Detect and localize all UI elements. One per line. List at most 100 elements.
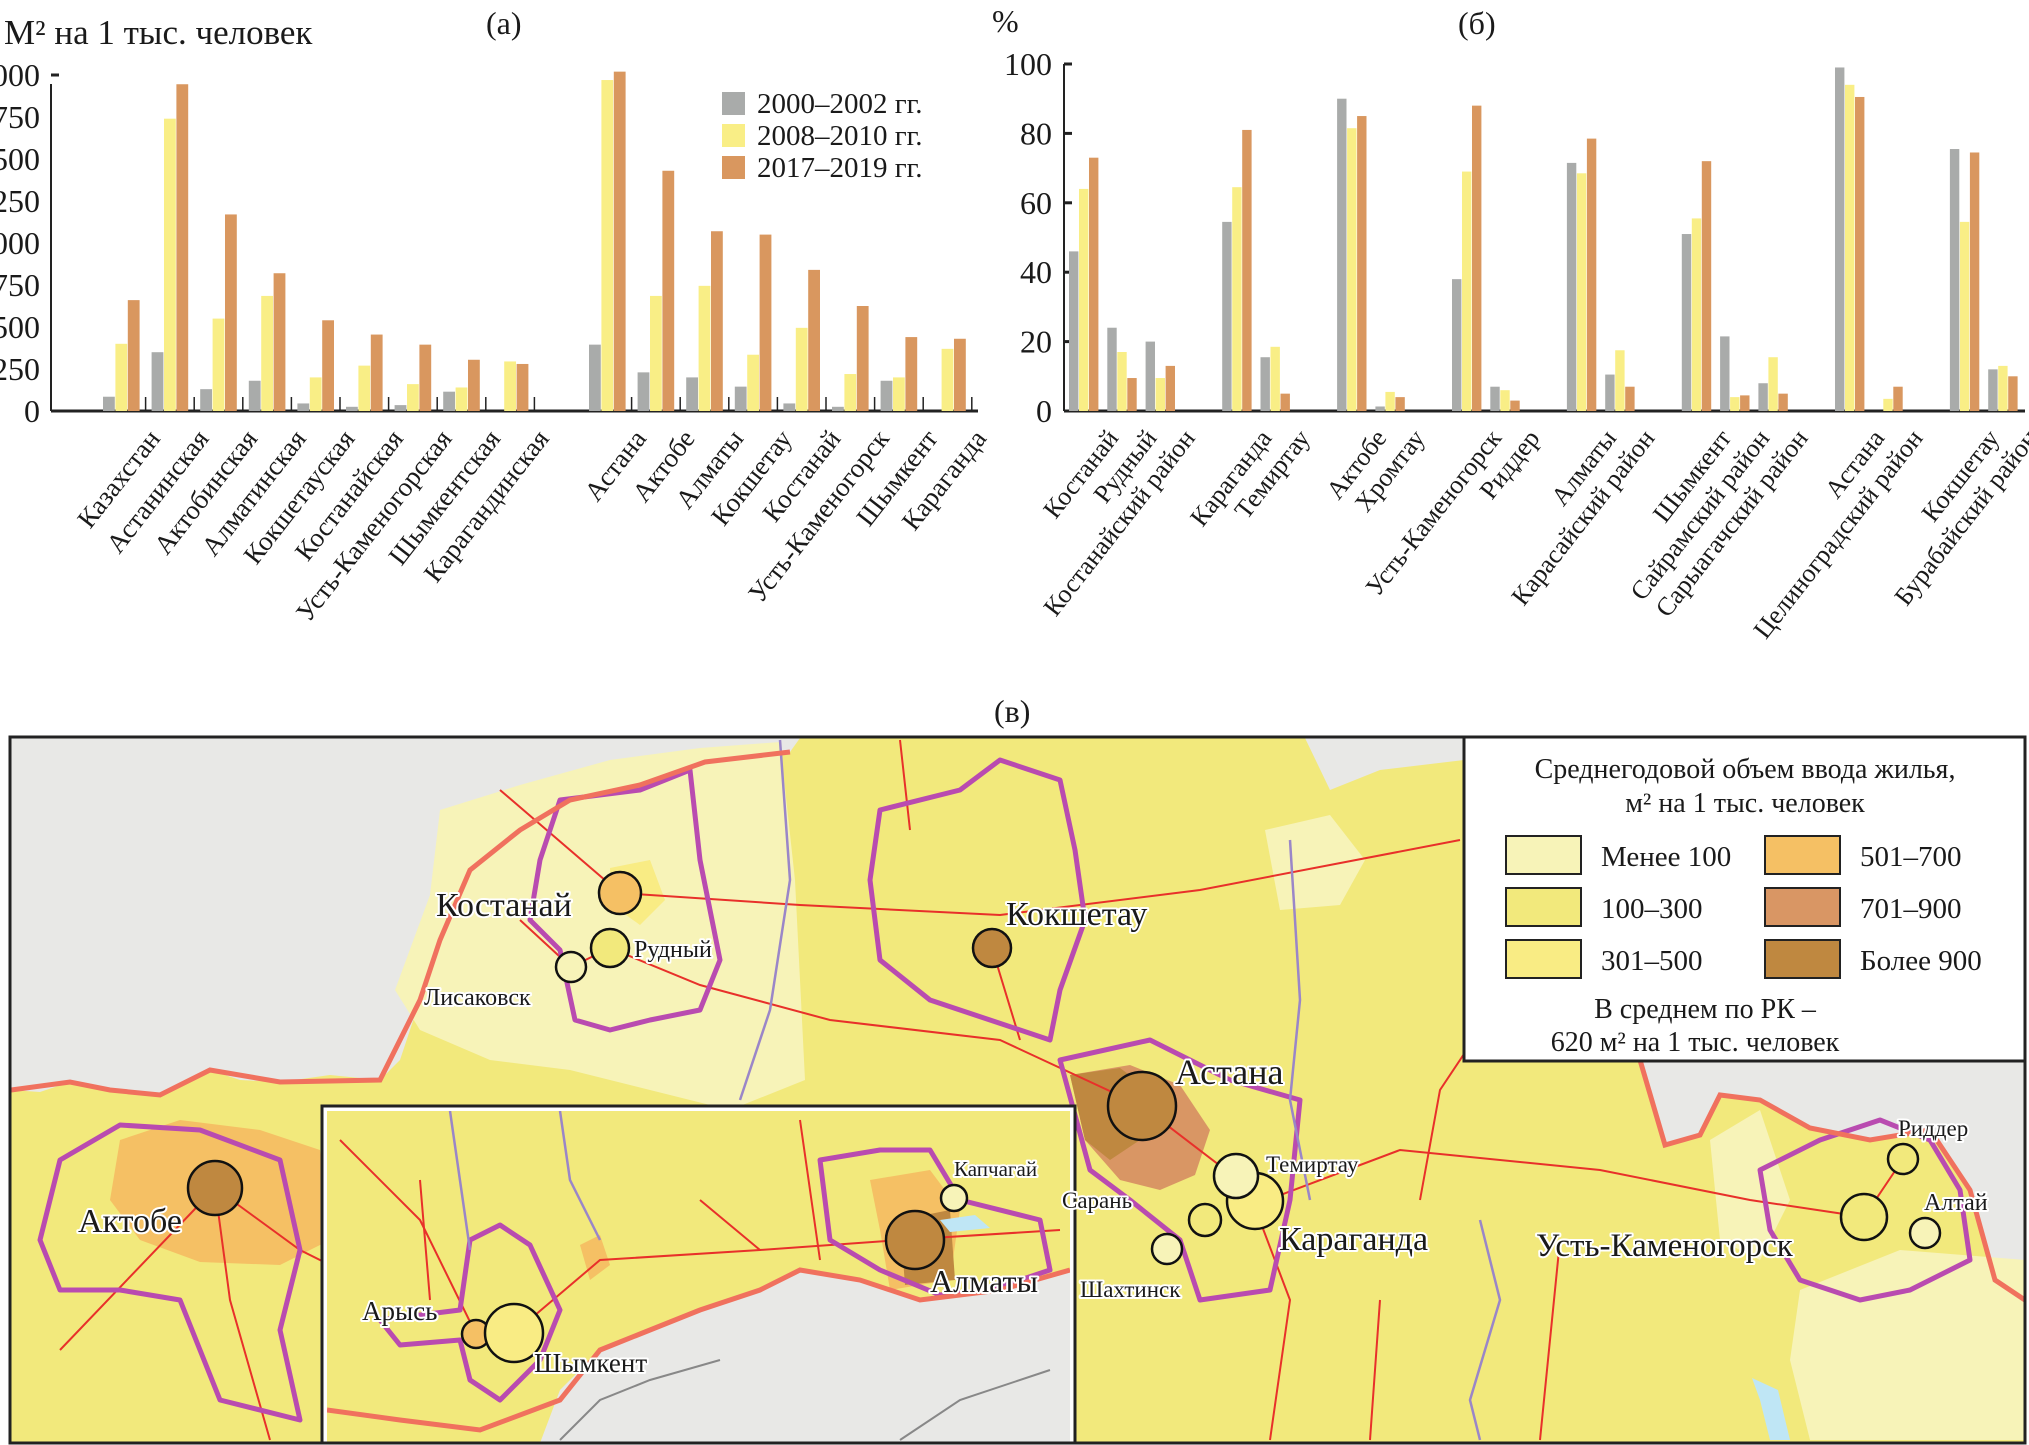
city-marker-ust-kamenogorsk[interactable] — [1839, 1192, 1889, 1242]
city-label-shakhtinsk: Шахтинск — [1080, 1277, 1181, 1302]
bar-сарыагачский-район-s0 — [1758, 383, 1768, 411]
city-label-temirtau: Темиртау — [1266, 1152, 1359, 1177]
chart-a: М² на 1 тыс. человек (а) 0 250 500 750 1000 1… — [0, 5, 992, 627]
bar-кокшетау-s0 — [734, 386, 747, 411]
bar-хромтау-s0 — [1375, 406, 1385, 411]
map-legend-title-1: Среднегодовой объем ввода жилья, — [1535, 754, 1956, 785]
bar-карагандинская-s2 — [516, 363, 529, 411]
bar-костанай-s0 — [1069, 251, 1079, 411]
map-legend-swatch — [1505, 939, 1582, 979]
bar-шымкент-s1 — [1691, 218, 1702, 411]
bar-шымкент-s1 — [893, 377, 905, 411]
bar-рудный-s2 — [1127, 378, 1137, 411]
city-marker-altai[interactable] — [1908, 1216, 1942, 1250]
bar-актобе-s2 — [662, 170, 675, 411]
bar-целиноградский-район-s1 — [1883, 398, 1893, 411]
bar-костанайская-s1 — [358, 365, 371, 411]
bar-темиртау-s2 — [1280, 393, 1290, 411]
map-region-light — [1265, 815, 1365, 910]
map-neighbour-east — [1640, 1060, 2024, 1300]
bar-костанай-s0 — [783, 403, 796, 411]
map-legend-label: Менее 100 — [1601, 841, 1731, 873]
city-marker-rudny[interactable] — [589, 927, 631, 969]
bar-алматы-s2 — [1586, 138, 1597, 412]
city-marker-kapchagai[interactable] — [939, 1183, 969, 1213]
bar-кокшетау-s1 — [1959, 221, 1970, 411]
map-border-east — [1637, 1059, 2024, 1303]
city-label-ust-kamenogorsk: Усть-Каменогорск — [1536, 1228, 1794, 1264]
city-marker-almaty[interactable] — [884, 1209, 946, 1271]
bar-усть-каменогорская-s1 — [407, 384, 419, 411]
bar-астана-s2 — [1855, 96, 1865, 411]
y-tick-label: 40 — [1020, 254, 1052, 290]
bar-кокшетау-s2 — [759, 234, 772, 411]
city-label-lisakovsk: Лисаковск — [424, 985, 531, 1011]
map-legend-label: Более 900 — [1860, 945, 1982, 977]
bar-усть-каменогорск-s0 — [1452, 279, 1462, 411]
bar-алматы-s0 — [1566, 162, 1577, 411]
bar-шымкент-s2 — [905, 337, 918, 411]
bar-риддер-s2 — [1510, 400, 1520, 411]
city-marker-aktobe[interactable] — [186, 1159, 244, 1217]
bar-бурабайский-район-s2 — [2008, 376, 2018, 411]
city-marker-astana[interactable] — [1106, 1070, 1178, 1142]
city-marker-temirtau[interactable] — [1212, 1152, 1260, 1200]
bar-шымкентская-s0 — [443, 391, 455, 411]
city-marker-kostanay[interactable] — [597, 870, 643, 916]
city-label-altai: Алтай — [1924, 1190, 1988, 1216]
map-legend-label: 301–500 — [1601, 945, 1703, 977]
bar-актобе-s2 — [1357, 116, 1367, 412]
city-label-arys: Арысь — [362, 1296, 437, 1326]
bar-целиноградский-район-s2 — [1893, 386, 1903, 411]
bar-караганда-s1 — [1232, 187, 1242, 411]
map-admin-lines — [738, 739, 1502, 1441]
bar-сарыагачский-район-s2 — [1778, 393, 1788, 411]
bar-костанайский-район-s2 — [1165, 365, 1175, 411]
bar-алматы-s2 — [711, 231, 723, 411]
bar-карасайский-район-s0 — [1605, 374, 1615, 411]
map-legend-swatch — [1764, 835, 1841, 875]
bar-алматинская-s1 — [261, 295, 273, 411]
bar-усть-каменогорск-s0 — [832, 406, 844, 411]
city-marker-kokshetau[interactable] — [971, 927, 1013, 969]
city-marker-shymkent[interactable] — [483, 1302, 545, 1364]
legend-label: 2017–2019 гг. — [757, 152, 923, 184]
bar-хромтау-s1 — [1385, 391, 1395, 411]
y-tick-label: 100 — [1004, 46, 1052, 82]
bar-астанинская-s0 — [151, 352, 164, 411]
bar-караганда-s2 — [1242, 129, 1252, 411]
city-label-saran: Сарань — [1062, 1188, 1132, 1213]
city-label-karaganda: Караганда — [1279, 1221, 1428, 1258]
city-marker-ridder[interactable] — [1886, 1142, 1920, 1176]
bar-костанай-s1 — [1079, 188, 1089, 411]
bar-кокшетау-s0 — [1949, 149, 1960, 411]
city-marker-shakhtinsk[interactable] — [1150, 1232, 1184, 1266]
bar-сайрамский-район-s2 — [1740, 395, 1750, 411]
city-label-kapchagai: Капчагай — [954, 1157, 1037, 1181]
bar-бурабайский-район-s0 — [1988, 369, 1998, 411]
map-legend-title-2: м² на 1 тыс. человек — [1625, 788, 1865, 819]
map-legend-swatch — [1505, 835, 1582, 875]
bar-актобинская-s1 — [212, 318, 225, 411]
bar-усть-каменогорск-s1 — [844, 374, 857, 411]
bar-усть-каменогорск-s1 — [1462, 171, 1472, 411]
inset-neighbour-south — [540, 1270, 1070, 1443]
chart-a-ylabel: М² на 1 тыс. человек — [4, 13, 313, 52]
city-marker-lisakovsk[interactable] — [554, 950, 588, 984]
legend-swatch — [722, 92, 745, 115]
y-tick-label: 1250 — [0, 183, 40, 219]
bar-астанинская-s1 — [164, 118, 176, 412]
inset-map — [327, 1111, 1070, 1443]
city-markers — [186, 870, 1942, 1364]
bar-астана-s1 — [1845, 84, 1855, 411]
map-legend-swatch — [1505, 887, 1582, 927]
y-tick-label: 500 — [0, 309, 40, 345]
y-tick-label: 750 — [0, 267, 40, 303]
map-boundaries — [37, 757, 1973, 1423]
bar-кокшетауская-s0 — [297, 403, 310, 411]
bar-костанай-s1 — [795, 327, 808, 411]
bar-риддер-s1 — [1500, 390, 1510, 411]
bar-костанай-s2 — [808, 269, 820, 411]
city-marker-saran[interactable] — [1187, 1202, 1223, 1238]
